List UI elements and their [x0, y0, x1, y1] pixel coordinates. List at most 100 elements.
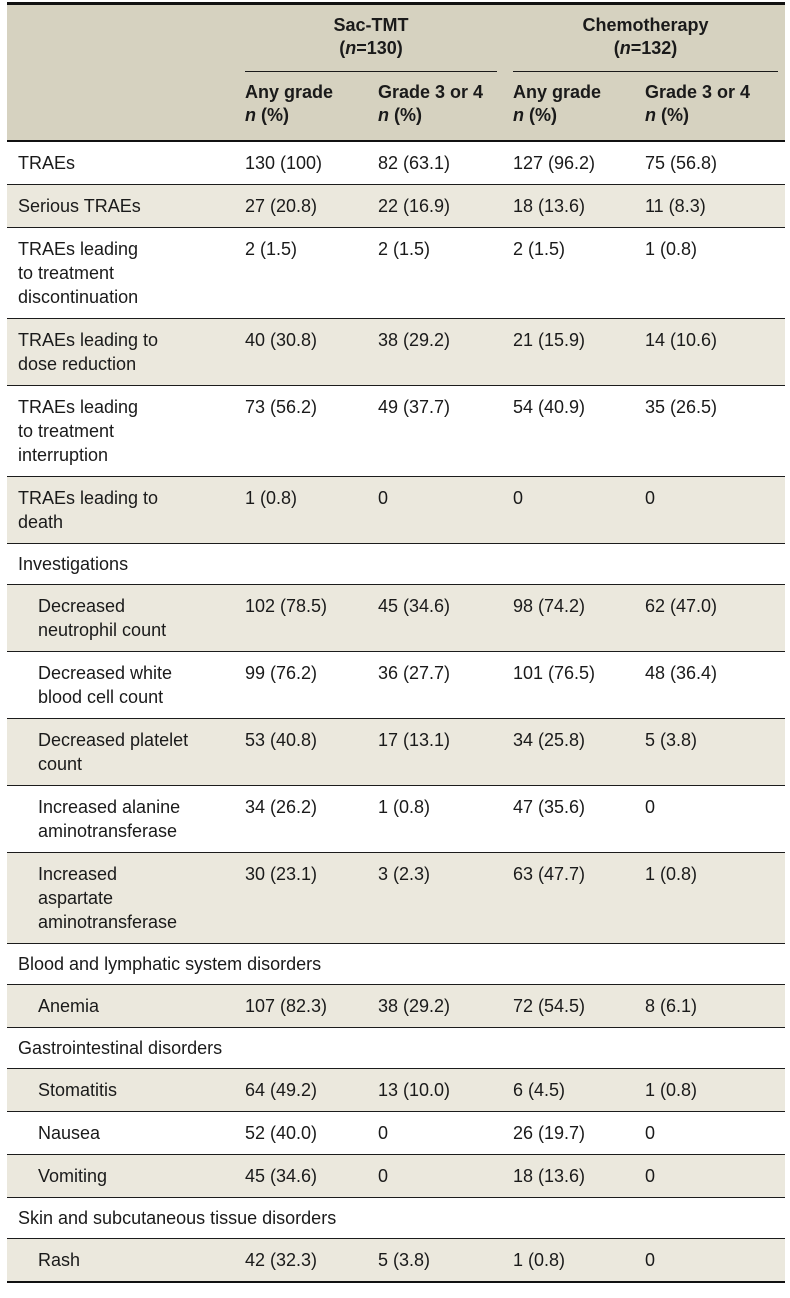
group-header-sac-tmt: Sac-TMT (n=130)	[245, 14, 513, 72]
cell-value: 5 (3.8)	[645, 730, 698, 750]
cell-value: 8 (6.1)	[645, 996, 698, 1016]
table-row: Vomiting 45 (34.6) 0 18 (13.6) 0	[7, 1154, 785, 1197]
section-header-row: Blood and lymphatic system disorders	[7, 943, 785, 984]
column-title: Any grade	[513, 82, 602, 102]
table-header: Sac-TMT (n=130) Chemotherapy (n=132) Any…	[7, 5, 785, 142]
cell-value: 54 (40.9)	[513, 397, 586, 417]
cell-value: 63 (47.7)	[513, 864, 586, 884]
section-header-row: Skin and subcutaneous tissue disorders	[7, 1197, 785, 1238]
table-row: Increased aspartate aminotransferase 30 (…	[7, 852, 785, 943]
cell-value: 1 (0.8)	[245, 488, 298, 508]
group-subtitle: (n=132)	[613, 38, 678, 58]
section-header-row: Gastrointestinal disorders	[7, 1027, 785, 1068]
cell-value: 107 (82.3)	[245, 996, 328, 1016]
cell-value: 2 (1.5)	[378, 239, 431, 259]
row-label: Decreased neutrophil count	[38, 596, 167, 640]
subcolumn-header-row: Any grade n (%) Grade 3 or 4 n (%) Any g…	[7, 72, 785, 140]
cell-value: 22 (16.9)	[378, 196, 451, 216]
table-body: TRAEs 130 (100) 82 (63.1) 127 (96.2) 75 (56.…	[7, 142, 785, 1281]
cell-value: 34 (25.8)	[513, 730, 586, 750]
cell-value: 0	[378, 1166, 389, 1186]
column-header-grade34-sac: Grade 3 or 4 n (%)	[378, 81, 513, 127]
cell-value: 82 (63.1)	[378, 153, 451, 173]
cell-value: 0	[645, 797, 656, 817]
header-empty-cell	[7, 14, 245, 72]
cell-value: 17 (13.1)	[378, 730, 451, 750]
cell-value: 72 (54.5)	[513, 996, 586, 1016]
row-label: Anemia	[38, 996, 100, 1016]
cell-value: 0	[645, 488, 656, 508]
cell-value: 26 (19.7)	[513, 1123, 586, 1143]
table-row: Decreased neutrophil count 102 (78.5) 45 (…	[7, 584, 785, 651]
cell-value: 0	[645, 1250, 656, 1270]
cell-value: 1 (0.8)	[645, 239, 698, 259]
column-header-any-grade-sac: Any grade n (%)	[245, 81, 378, 127]
header-empty-cell	[7, 81, 245, 127]
group-subtitle: (n=130)	[339, 38, 403, 58]
cell-value: 34 (26.2)	[245, 797, 318, 817]
cell-value: 98 (74.2)	[513, 596, 586, 616]
cell-value: 6 (4.5)	[513, 1080, 566, 1100]
group-header-row: Sac-TMT (n=130) Chemotherapy (n=132)	[7, 5, 785, 72]
column-unit: n (%)	[645, 105, 689, 125]
table-row: Serious TRAEs 27 (20.8) 22 (16.9) 18 (13.6)…	[7, 184, 785, 227]
table-row: TRAEs leading to death 1 (0.8) 0 0 0	[7, 476, 785, 543]
table-row: Decreased platelet count 53 (40.8) 17 (13.…	[7, 718, 785, 785]
row-label: Increased aspartate aminotransferase	[38, 864, 178, 932]
cell-value: 38 (29.2)	[378, 330, 451, 350]
table-row: TRAEs leading to treatment discontinuati…	[7, 227, 785, 318]
column-title: Grade 3 or 4	[378, 82, 484, 102]
cell-value: 1 (0.8)	[645, 1080, 698, 1100]
cell-value: 1 (0.8)	[513, 1250, 566, 1270]
cell-value: 18 (13.6)	[513, 1166, 586, 1186]
column-unit: n (%)	[378, 105, 422, 125]
cell-value: 42 (32.3)	[245, 1250, 318, 1270]
cell-value: 62 (47.0)	[645, 596, 718, 616]
cell-value: 35 (26.5)	[645, 397, 718, 417]
row-label: Serious TRAEs	[18, 196, 141, 216]
section-label: Blood and lymphatic system disorders	[18, 954, 322, 974]
table-row: TRAEs 130 (100) 82 (63.1) 127 (96.2) 75 (56.…	[7, 142, 785, 184]
cell-value: 47 (35.6)	[513, 797, 586, 817]
section-header-row: Investigations	[7, 543, 785, 584]
column-header-grade34-chemo: Grade 3 or 4 n (%)	[645, 81, 785, 127]
column-title: Any grade	[245, 82, 334, 102]
cell-value: 3 (2.3)	[378, 864, 431, 884]
cell-value: 53 (40.8)	[245, 730, 318, 750]
row-label: Decreased white blood cell count	[38, 663, 173, 707]
cell-value: 13 (10.0)	[378, 1080, 451, 1100]
cell-value: 52 (40.0)	[245, 1123, 318, 1143]
group-title: Sac-TMT	[333, 15, 409, 35]
cell-value: 38 (29.2)	[378, 996, 451, 1016]
cell-value: 48 (36.4)	[645, 663, 718, 683]
cell-value: 36 (27.7)	[378, 663, 451, 683]
cell-value: 45 (34.6)	[245, 1166, 318, 1186]
row-label: TRAEs	[18, 153, 76, 173]
cell-value: 14 (10.6)	[645, 330, 718, 350]
cell-value: 75 (56.8)	[645, 153, 718, 173]
row-label: Vomiting	[38, 1166, 108, 1186]
table-row: TRAEs leading to treatment interruption 7…	[7, 385, 785, 476]
section-label: Investigations	[18, 554, 129, 574]
group-box: Chemotherapy (n=132)	[513, 14, 778, 72]
row-label: Stomatitis	[38, 1080, 118, 1100]
group-title: Chemotherapy	[582, 15, 709, 35]
cell-value: 18 (13.6)	[513, 196, 586, 216]
column-unit: n (%)	[513, 105, 557, 125]
cell-value: 101 (76.5)	[513, 663, 596, 683]
cell-value: 1 (0.8)	[645, 864, 698, 884]
table-row: TRAEs leading to dose reduction 40 (30.8)…	[7, 318, 785, 385]
cell-value: 2 (1.5)	[245, 239, 298, 259]
row-label: Rash	[38, 1250, 81, 1270]
table-row: Nausea 52 (40.0) 0 26 (19.7) 0	[7, 1111, 785, 1154]
group-box: Sac-TMT (n=130)	[245, 14, 497, 72]
row-label: TRAEs leading to death	[18, 488, 159, 532]
cell-value: 0	[645, 1166, 656, 1186]
row-label: Nausea	[38, 1123, 101, 1143]
table-row: Stomatitis 64 (49.2) 13 (10.0) 6 (4.5) 1 (0.…	[7, 1068, 785, 1111]
cell-value: 0	[378, 488, 389, 508]
column-header-any-grade-chemo: Any grade n (%)	[513, 81, 645, 127]
cell-value: 45 (34.6)	[378, 596, 451, 616]
cell-value: 40 (30.8)	[245, 330, 318, 350]
